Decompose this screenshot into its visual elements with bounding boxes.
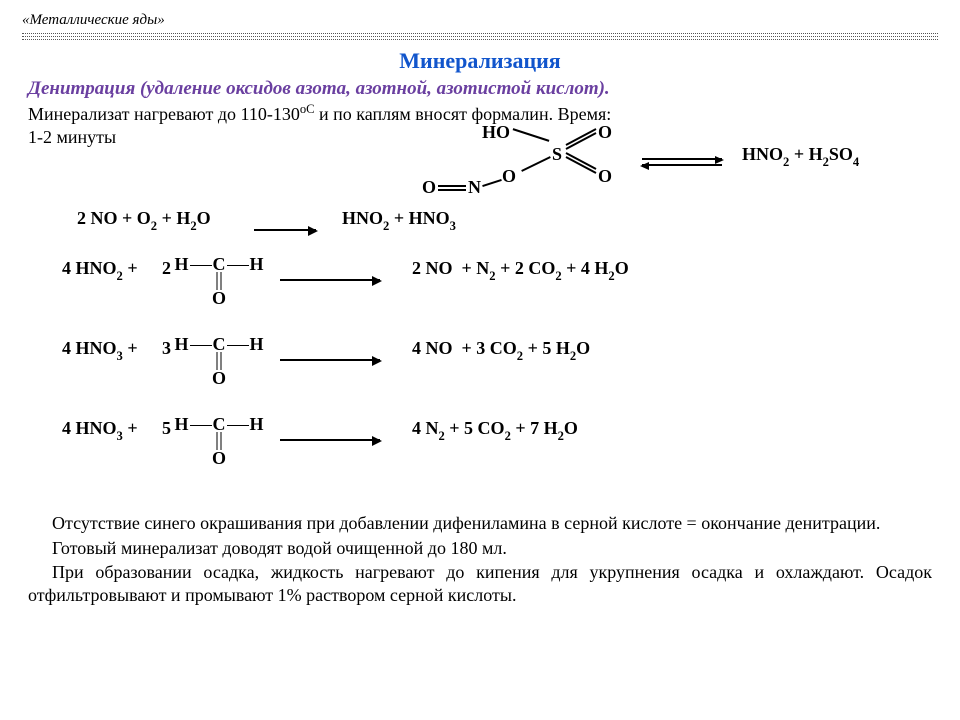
atom-s: S	[552, 144, 562, 165]
t: O	[212, 448, 226, 469]
rxn1-rhs: HNO2 + HNO3	[342, 208, 456, 233]
s: 2	[558, 429, 564, 443]
t: O	[197, 208, 211, 228]
rxn2-rhs: 2 NO + N2 + 2 CO2 + 4 H2O	[412, 258, 629, 283]
intro-degree: оС	[300, 102, 315, 116]
rxn4-rhs: 4 N2 + 5 CO2 + 7 H2O	[412, 418, 578, 443]
s: 2	[608, 269, 614, 283]
rxn2-lhs: 4 HNO2 +	[62, 258, 138, 283]
rxn4-formaldehyde: HCH O	[174, 414, 264, 435]
slide-page: «Металлические яды» Минерализация Денитр…	[0, 0, 960, 720]
t: + 5 CO	[445, 418, 505, 438]
s: 2	[190, 219, 196, 233]
rxn3-formaldehyde: HCH O	[174, 334, 264, 355]
t: HNO	[342, 208, 383, 228]
s: 2	[570, 349, 576, 363]
t: H	[174, 334, 188, 354]
t: SO	[829, 144, 853, 164]
t: HNO	[742, 144, 783, 164]
t: 4 HNO	[62, 418, 117, 438]
t: O	[212, 288, 226, 309]
s: 3	[117, 349, 123, 363]
t: +	[123, 338, 138, 358]
rxn4-lhs: 4 HNO3 +	[62, 418, 138, 443]
rxn1-arrow	[254, 218, 316, 239]
s: 2	[117, 269, 123, 283]
rxn4-arrow	[280, 428, 380, 449]
t: O	[615, 258, 629, 278]
t: + 5 H	[523, 338, 570, 358]
atom-o-nbound: O	[422, 177, 436, 198]
t: H	[250, 254, 264, 274]
t: 2 NO + O	[77, 208, 151, 228]
t: + HNO	[389, 208, 449, 228]
s: 2	[439, 429, 445, 443]
t: O	[576, 338, 590, 358]
atom-o-right: O	[598, 166, 612, 187]
rxn2-coef: 2	[162, 258, 171, 279]
rxn2-arrow	[280, 268, 380, 289]
t: C	[213, 414, 226, 434]
t: +	[123, 418, 138, 438]
t: O	[212, 368, 226, 389]
s: 2	[151, 219, 157, 233]
t: 4 N	[412, 418, 439, 438]
chemistry-area: HO O S O O O N HNO2 + H2SO4 2 NO	[22, 150, 938, 510]
intro-text-1b: и по каплям вносят формалин. Время:	[315, 104, 612, 124]
t: H	[174, 254, 188, 274]
t: + 7 H	[511, 418, 558, 438]
s: 2	[783, 155, 789, 169]
section-subheading: Денитрация (удаление оксидов азота, азот…	[28, 78, 938, 100]
nitrosyl-sulfate-structure: HO O S O O O N	[422, 122, 632, 202]
s: 2	[383, 219, 389, 233]
s: 2	[555, 269, 561, 283]
atom-o-top: O	[598, 122, 612, 143]
t: 4 HNO	[62, 338, 117, 358]
t: 4 NO	[412, 338, 453, 358]
t: + H	[157, 208, 190, 228]
rxn1-lhs: 2 NO + O2 + H2O	[77, 208, 211, 233]
s: 2	[517, 349, 523, 363]
t: + 3 CO	[462, 338, 517, 358]
footer-p2: Готовый минерализат доводят водой очищен…	[28, 537, 932, 560]
intro-text-2: 1-2 минуты	[28, 127, 116, 147]
rxn3-arrow	[280, 348, 380, 369]
intro-text-1: Минерализат нагревают до 110-130	[28, 104, 300, 124]
s: 3	[117, 429, 123, 443]
s: 3	[450, 219, 456, 233]
t: + N	[462, 258, 490, 278]
t: + 4 H	[562, 258, 609, 278]
s: 2	[505, 429, 511, 443]
footer-p1: Отсутствие синего окрашивания при добавл…	[28, 512, 932, 535]
s: 2	[823, 155, 829, 169]
t: + 2 CO	[496, 258, 556, 278]
header-corner: «Металлические яды»	[22, 12, 938, 31]
s: 4	[853, 155, 859, 169]
rxn3-coef: 3	[162, 338, 171, 359]
t: C	[213, 254, 226, 274]
s: 2	[489, 269, 495, 283]
t: 4 HNO	[62, 258, 117, 278]
t: 2 NO	[412, 258, 453, 278]
t: +	[123, 258, 138, 278]
page-title: Минерализация	[22, 48, 938, 74]
nitrosyl-rhs: HNO2 + H2SO4	[742, 144, 859, 169]
t: H	[174, 414, 188, 434]
equilibrium-arrow	[642, 150, 722, 171]
t: + H	[789, 144, 822, 164]
rxn3-lhs: 4 HNO3 +	[62, 338, 138, 363]
header-separator	[22, 33, 938, 40]
rxn4-coef: 5	[162, 418, 171, 439]
footer-p3: При образовании осадка, жидкость нагрева…	[28, 561, 932, 606]
atom-n: N	[468, 177, 481, 198]
t: C	[213, 334, 226, 354]
t: H	[250, 334, 264, 354]
atom-ho: HO	[482, 122, 510, 143]
t: O	[564, 418, 578, 438]
rxn3-rhs: 4 NO + 3 CO2 + 5 H2O	[412, 338, 590, 363]
atom-o-left: O	[502, 166, 516, 187]
rxn2-formaldehyde: HCH O	[174, 254, 264, 275]
t: H	[250, 414, 264, 434]
